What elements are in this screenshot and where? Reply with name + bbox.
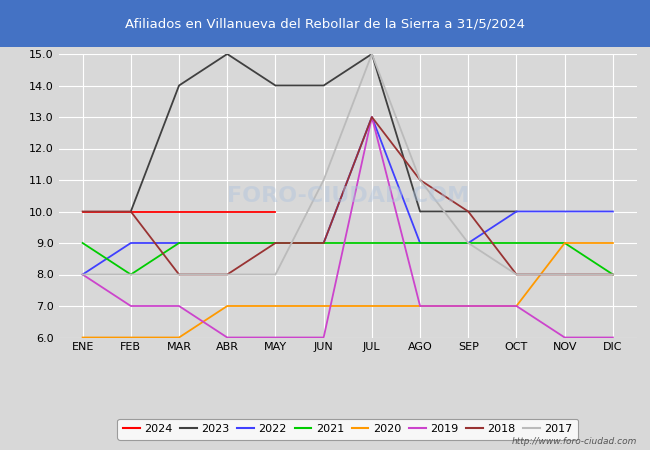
Text: Afiliados en Villanueva del Rebollar de la Sierra a 31/5/2024: Afiliados en Villanueva del Rebollar de …	[125, 17, 525, 30]
Text: FORO-CIUDAD.COM: FORO-CIUDAD.COM	[227, 186, 469, 206]
Legend: 2024, 2023, 2022, 2021, 2020, 2019, 2018, 2017: 2024, 2023, 2022, 2021, 2020, 2019, 2018…	[118, 418, 578, 440]
Text: http://www.foro-ciudad.com: http://www.foro-ciudad.com	[512, 436, 637, 446]
